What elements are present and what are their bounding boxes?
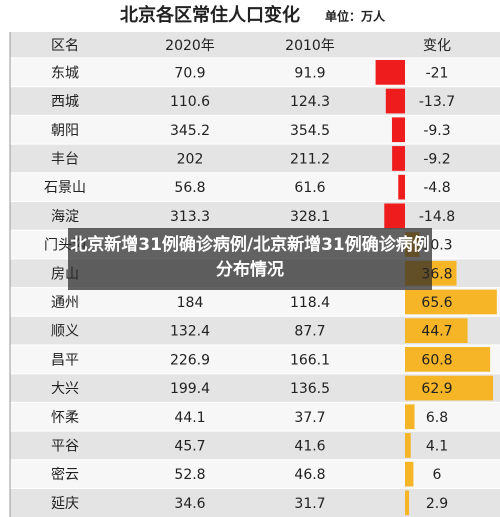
cell: 110.6 — [170, 94, 210, 110]
district: 通州 — [51, 295, 79, 311]
row-bg — [10, 402, 500, 432]
district: 平谷 — [51, 438, 79, 454]
change-bar — [391, 117, 405, 143]
cell: 31.7 — [294, 496, 325, 512]
change-value: 6 — [433, 467, 442, 483]
cell: 37.7 — [294, 410, 325, 426]
cell: 199.4 — [170, 381, 210, 397]
cell: 184 — [177, 295, 204, 311]
change-bar — [384, 203, 405, 229]
change-bar — [392, 146, 405, 171]
change-value: 2.9 — [426, 496, 448, 512]
row-bg — [10, 488, 500, 517]
cell: 91.9 — [294, 65, 325, 81]
change-value: 62.9 — [421, 381, 452, 397]
change-value: -9.3 — [423, 123, 450, 139]
cell: 136.5 — [290, 381, 330, 397]
cell: 313.3 — [170, 209, 210, 225]
title: 北京各区常住人口变化 — [120, 4, 300, 26]
cell: 41.6 — [294, 438, 325, 454]
row-bg — [10, 459, 500, 489]
unit: 单位：万人 — [325, 9, 386, 24]
cell: 226.9 — [170, 352, 210, 368]
change-bar — [405, 404, 415, 430]
district: 石景山 — [44, 180, 86, 196]
column-header: 区名 — [51, 38, 79, 54]
change-bar — [405, 490, 410, 516]
row-bg — [10, 201, 500, 231]
change-bar — [405, 433, 411, 458]
cell: 34.6 — [174, 496, 205, 512]
cell: 44.1 — [174, 410, 205, 426]
column-header: 变化 — [423, 38, 451, 54]
district: 西城 — [51, 94, 79, 110]
cell: 345.2 — [170, 123, 210, 139]
cell: 70.9 — [174, 65, 205, 81]
district: 昌平 — [51, 352, 79, 368]
change-bar — [385, 88, 405, 114]
district: 大兴 — [51, 381, 79, 397]
column-header: 2010年 — [285, 38, 335, 54]
district: 怀柔 — [51, 410, 79, 426]
cell: 52.8 — [174, 467, 205, 483]
change-value: 65.6 — [421, 295, 452, 311]
row-bg — [10, 86, 500, 116]
cell: 45.7 — [174, 438, 205, 454]
change-bar — [405, 347, 491, 372]
cell: 61.6 — [294, 180, 325, 196]
cell: 118.4 — [290, 295, 330, 311]
row-bg — [10, 115, 500, 145]
cell: 328.1 — [290, 209, 330, 225]
cell: 56.8 — [174, 180, 205, 196]
cell: 211.2 — [290, 151, 330, 167]
cell: 124.3 — [290, 94, 330, 110]
change-value: -13.7 — [419, 94, 455, 110]
district: 密云 — [51, 466, 79, 483]
row-bg — [10, 431, 500, 460]
change-value: 44.7 — [421, 324, 452, 340]
change-value: -9.2 — [423, 151, 450, 167]
cell: 202 — [177, 151, 204, 167]
change-value: 4.1 — [426, 438, 448, 454]
row-bg — [10, 144, 500, 173]
cell: 132.4 — [170, 324, 210, 340]
district: 东城 — [51, 65, 79, 81]
change-value: -21 — [426, 65, 449, 81]
column-header: 2020年 — [165, 38, 215, 54]
cell: 166.1 — [290, 352, 330, 368]
change-bar — [405, 375, 494, 401]
change-bar — [405, 318, 468, 343]
district: 丰台 — [51, 151, 79, 167]
cell: 46.8 — [294, 467, 325, 483]
change-bar — [375, 60, 405, 85]
header-bg — [10, 32, 500, 58]
cell: 87.7 — [294, 324, 325, 340]
change-value: -4.8 — [423, 180, 450, 196]
cell: 354.5 — [290, 123, 330, 139]
change-value: -14.8 — [419, 209, 455, 225]
change-bar — [405, 289, 497, 315]
district: 顺义 — [51, 324, 79, 340]
district: 海淀 — [51, 209, 79, 225]
overlay-caption: 北京新增31例确诊病例/北京新增31例确诊病例分布情况 — [68, 228, 432, 290]
change-bar — [405, 461, 414, 487]
row-bg — [10, 58, 500, 87]
change-bar — [398, 174, 405, 200]
change-value: 6.8 — [426, 410, 448, 426]
row-bg — [10, 172, 500, 202]
district: 延庆 — [51, 496, 79, 512]
district: 朝阳 — [51, 123, 79, 139]
change-value: 60.8 — [421, 352, 452, 368]
